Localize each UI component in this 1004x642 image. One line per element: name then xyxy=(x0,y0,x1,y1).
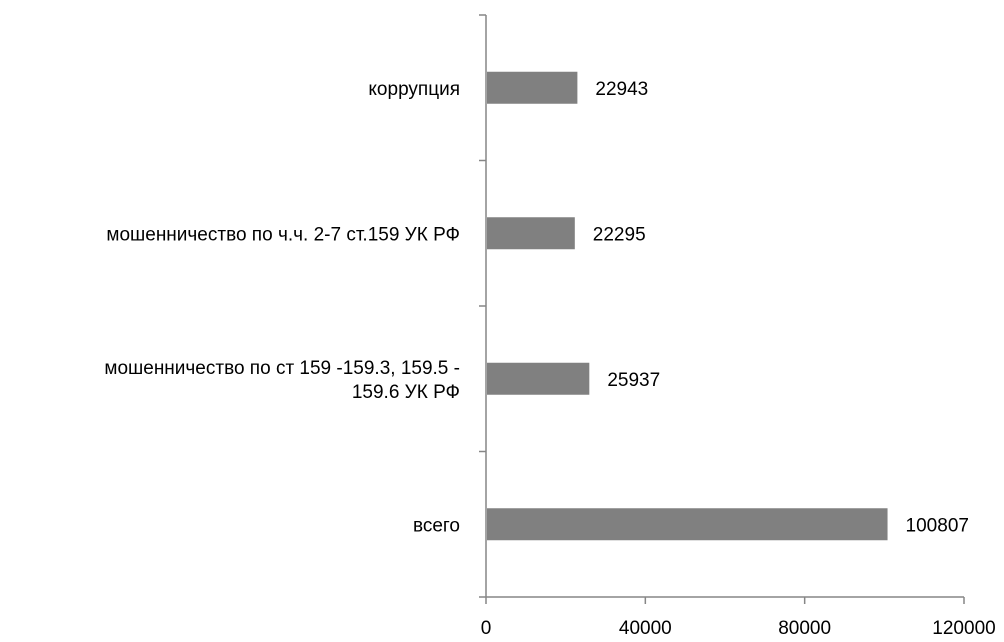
x-tick-label-0: 0 xyxy=(481,618,492,639)
value-label-1: 25937 xyxy=(607,370,660,391)
x-tick-label-1: 40000 xyxy=(619,618,672,639)
bar-2 xyxy=(487,217,575,250)
bar-3 xyxy=(487,71,578,104)
bars-layer xyxy=(487,71,888,541)
category-label-0-line-0: всего xyxy=(413,515,460,536)
category-label-1-line-1: 159.6 УК РФ xyxy=(352,382,460,403)
category-label-2: мошенничество по ч.ч. 2-7 ст.159 УК РФ xyxy=(106,224,460,245)
category-label-0: всего xyxy=(413,515,460,536)
bar-0 xyxy=(487,508,888,541)
category-label-3: коррупция xyxy=(368,79,460,100)
x-tick-label-2: 80000 xyxy=(778,618,831,639)
bar-1 xyxy=(487,362,590,395)
value-label-0: 100807 xyxy=(906,515,969,536)
category-label-3-line-0: коррупция xyxy=(368,79,460,100)
category-label-1-line-0: мошенничество по ст 159 -159.3, 159.5 - xyxy=(104,358,460,379)
value-label-2: 22295 xyxy=(593,224,646,245)
value-label-3: 22943 xyxy=(595,79,648,100)
category-label-2-line-0: мошенничество по ч.ч. 2-7 ст.159 УК РФ xyxy=(106,224,460,245)
x-tick-label-3: 120000 xyxy=(932,618,995,639)
labels-layer: 100807 всего 25937 мошенничество по ст 159 … xyxy=(104,79,995,639)
axes-layer xyxy=(479,14,965,604)
category-label-1: мошенничество по ст 159 -159.3, 159.5 - 1… xyxy=(104,358,460,403)
